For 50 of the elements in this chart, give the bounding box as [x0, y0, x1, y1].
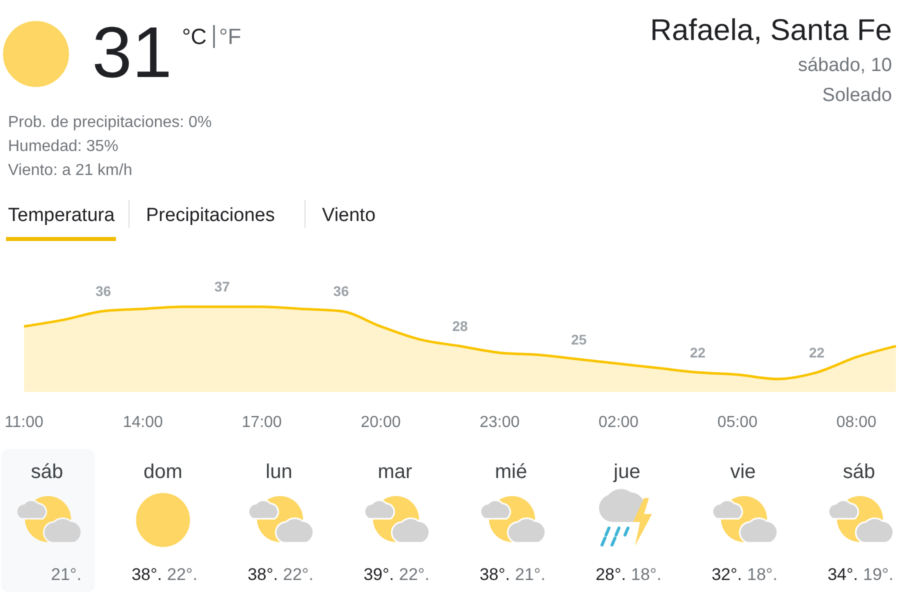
x-tick-label: 02:00 [598, 414, 639, 431]
text: sábado, 10 [798, 55, 892, 76]
text: Viento: a 21 km/h [8, 162, 132, 179]
x-tick-label: 23:00 [480, 414, 520, 431]
data-label: 22°. [167, 565, 198, 584]
category-label: lun [266, 461, 292, 483]
x-tick-label: 14:00 [122, 414, 164, 431]
category-label: vie [730, 461, 756, 483]
data-label: 32°. [712, 565, 742, 584]
data-label: 28 [452, 318, 468, 334]
text: Rafaela, Santa Fe [650, 14, 892, 47]
x-tick-label: 11:00 [4, 414, 44, 431]
data-label: 22°. [283, 565, 314, 584]
data-label: 36 [95, 283, 112, 300]
x-tick-label: 20:00 [360, 414, 401, 431]
data-label: 25 [571, 331, 587, 348]
data-label: 22°. [399, 565, 430, 584]
data-label: 37 [214, 278, 230, 295]
category-label: mié [494, 461, 528, 483]
category-label: mar [378, 461, 413, 483]
text: Humedad: 35% [8, 138, 118, 155]
text: °F [219, 24, 242, 49]
text: Temperatura [8, 205, 116, 226]
data-label: 18°. [747, 565, 778, 584]
text: Soleado [822, 85, 892, 106]
text: °C [182, 24, 207, 49]
data-label: 22 [690, 344, 706, 360]
data-label: 38°. [248, 565, 278, 584]
text: 31 [92, 13, 172, 93]
x-tick-label: 08:00 [836, 414, 876, 431]
category-label: dom [144, 461, 182, 483]
category-label: sáb [30, 461, 64, 483]
text: Prob. de precipitaciones: 0% [8, 114, 212, 131]
category-label: sáb [842, 461, 876, 483]
data-label: 34°. [828, 565, 858, 584]
text: Precipitaciones [146, 205, 275, 226]
x-tick-label: 17:00 [242, 414, 282, 431]
data-label: 28°. [596, 565, 626, 584]
data-label: 38°. [480, 565, 510, 584]
data-label: 21°. [515, 565, 546, 584]
data-label: 36 [333, 283, 350, 300]
data-label: 38°. [132, 565, 162, 584]
data-label: 19°. [863, 565, 894, 584]
data-label: 39°. [364, 565, 394, 584]
text: Viento [322, 205, 376, 226]
data-label: 18°. [631, 565, 662, 584]
data-label: 21°. [51, 565, 82, 584]
data-label: 22 [808, 344, 825, 360]
x-tick-label: 05:00 [717, 414, 758, 431]
category-label: jue [612, 461, 640, 483]
